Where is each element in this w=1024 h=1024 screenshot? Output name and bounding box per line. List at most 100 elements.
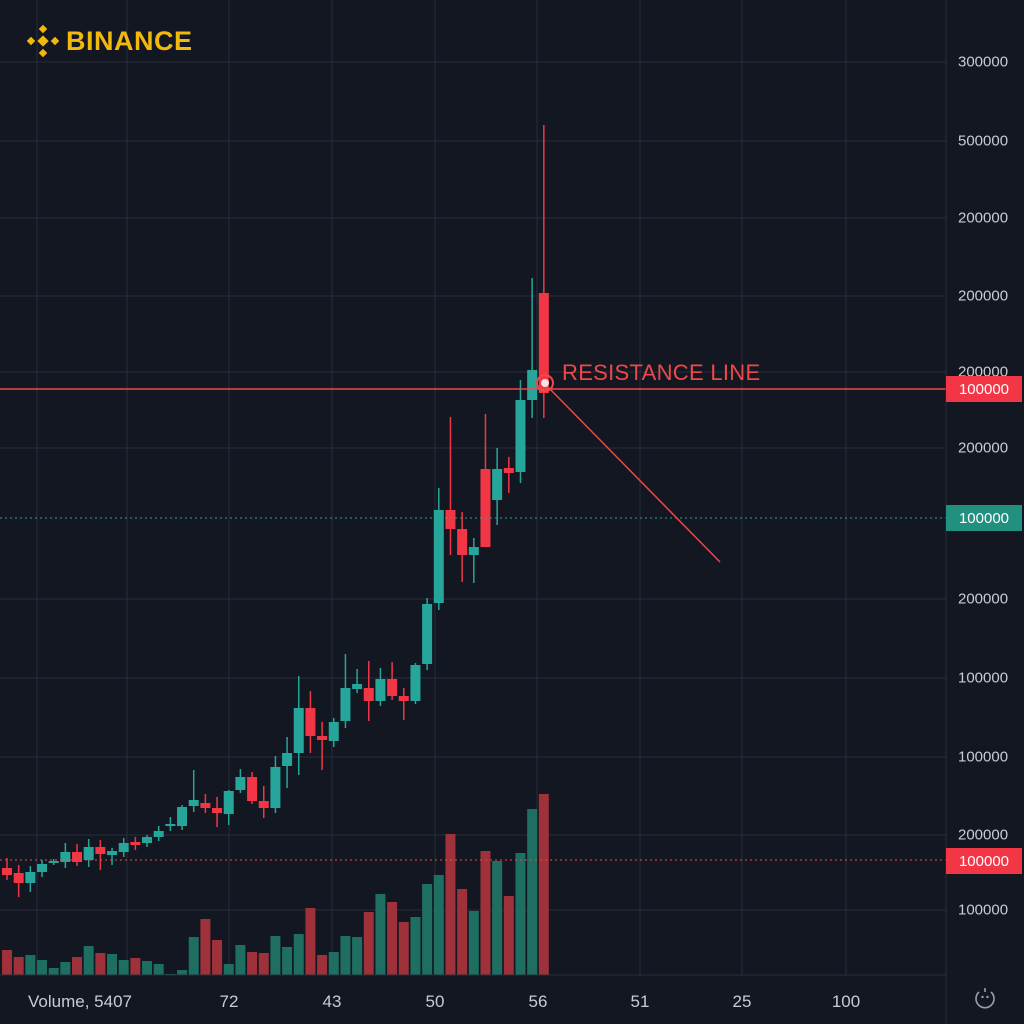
- candle[interactable]: [445, 417, 456, 555]
- candle-body: [527, 370, 538, 400]
- candle-body: [340, 688, 351, 721]
- trend-line[interactable]: [545, 384, 721, 563]
- volume-bar: [188, 937, 199, 975]
- candle-body: [72, 852, 83, 862]
- x-tick-label: 43: [322, 992, 342, 1011]
- candle-body: [515, 400, 526, 472]
- candle-body: [60, 852, 71, 862]
- candle[interactable]: [328, 718, 339, 747]
- candle-body: [83, 847, 94, 860]
- volume-bar: [282, 947, 293, 975]
- candle[interactable]: [515, 380, 526, 483]
- candle-body: [25, 872, 36, 883]
- candle-body: [293, 708, 304, 753]
- candle[interactable]: [118, 838, 129, 857]
- candle[interactable]: [375, 668, 386, 706]
- candle[interactable]: [2, 858, 12, 880]
- candle[interactable]: [340, 654, 351, 728]
- y-tick-label: 500000: [958, 132, 1009, 150]
- candle[interactable]: [317, 722, 328, 770]
- candle[interactable]: [422, 598, 433, 670]
- volume-bar: [503, 896, 514, 975]
- candle[interactable]: [492, 448, 503, 525]
- candle[interactable]: [363, 661, 374, 721]
- candle-body: [410, 665, 421, 701]
- smiley-face-icon[interactable]: [972, 986, 998, 1012]
- candle[interactable]: [293, 676, 304, 775]
- candle[interactable]: [352, 669, 363, 693]
- candle[interactable]: [305, 691, 316, 753]
- candle[interactable]: [538, 125, 549, 418]
- candle-body: [177, 807, 188, 826]
- volume-bar: [212, 940, 223, 975]
- volume-bar: [37, 960, 48, 975]
- candle[interactable]: [468, 538, 479, 583]
- candle[interactable]: [398, 688, 409, 720]
- candle-body: [95, 847, 106, 854]
- volume-bar: [422, 884, 433, 975]
- resistance-marker-dot: [541, 379, 549, 387]
- x-tick-label: 51: [630, 992, 650, 1011]
- volume-bar: [538, 794, 549, 975]
- candle[interactable]: [188, 770, 199, 812]
- candle-body: [282, 753, 293, 766]
- volume-bar: [60, 962, 71, 975]
- candle[interactable]: [200, 794, 211, 813]
- candle[interactable]: [25, 866, 36, 892]
- volume-bar: [177, 970, 188, 975]
- y-tick-label: 200000: [958, 590, 1009, 608]
- candle[interactable]: [410, 663, 421, 704]
- candle[interactable]: [177, 805, 188, 830]
- candle[interactable]: [270, 756, 281, 813]
- candle-body: [247, 777, 258, 801]
- candle[interactable]: [37, 860, 48, 877]
- candle-body: [375, 679, 386, 701]
- candle[interactable]: [13, 865, 24, 897]
- candle-body: [492, 469, 503, 500]
- volume-bar: [258, 953, 269, 975]
- candle[interactable]: [527, 278, 538, 418]
- volume-bar: [130, 958, 141, 975]
- candle-body: [468, 547, 479, 555]
- candle[interactable]: [247, 772, 258, 804]
- candle[interactable]: [258, 786, 269, 818]
- resistance-line-label: RESISTANCE LINE: [562, 360, 761, 385]
- candle[interactable]: [153, 826, 164, 841]
- candle[interactable]: [457, 512, 468, 582]
- candle[interactable]: [60, 843, 71, 868]
- candle[interactable]: [107, 848, 118, 865]
- volume-bar: [352, 937, 363, 975]
- candle[interactable]: [142, 835, 153, 847]
- candle[interactable]: [223, 790, 234, 825]
- volume-bars: [2, 794, 549, 975]
- candle-body: [48, 861, 59, 863]
- candle[interactable]: [503, 457, 514, 493]
- resistance-price-badge: 100000: [946, 376, 1022, 402]
- candle[interactable]: [235, 769, 246, 793]
- candle[interactable]: [212, 797, 223, 827]
- candle[interactable]: [95, 840, 106, 870]
- volume-bar: [433, 875, 444, 975]
- candle[interactable]: [282, 737, 293, 788]
- volume-bar: [445, 834, 456, 975]
- candle[interactable]: [433, 488, 444, 610]
- resistance-marker[interactable]: [536, 374, 554, 392]
- volume-bar: [375, 894, 386, 975]
- candle-body: [188, 800, 199, 806]
- candle[interactable]: [48, 859, 59, 865]
- y-tick-label: 100000: [958, 901, 1009, 919]
- candle[interactable]: [130, 837, 141, 850]
- candle-body: [433, 510, 444, 603]
- candle[interactable]: [480, 414, 491, 547]
- candle-body: [445, 510, 456, 529]
- volume-bar: [398, 922, 409, 975]
- candle-body: [480, 469, 491, 547]
- candle[interactable]: [387, 662, 398, 700]
- candle[interactable]: [83, 839, 94, 867]
- candles: [2, 125, 549, 897]
- volume-bar: [142, 961, 153, 975]
- candle-body: [118, 843, 129, 852]
- candle[interactable]: [72, 844, 83, 866]
- candle[interactable]: [165, 817, 176, 831]
